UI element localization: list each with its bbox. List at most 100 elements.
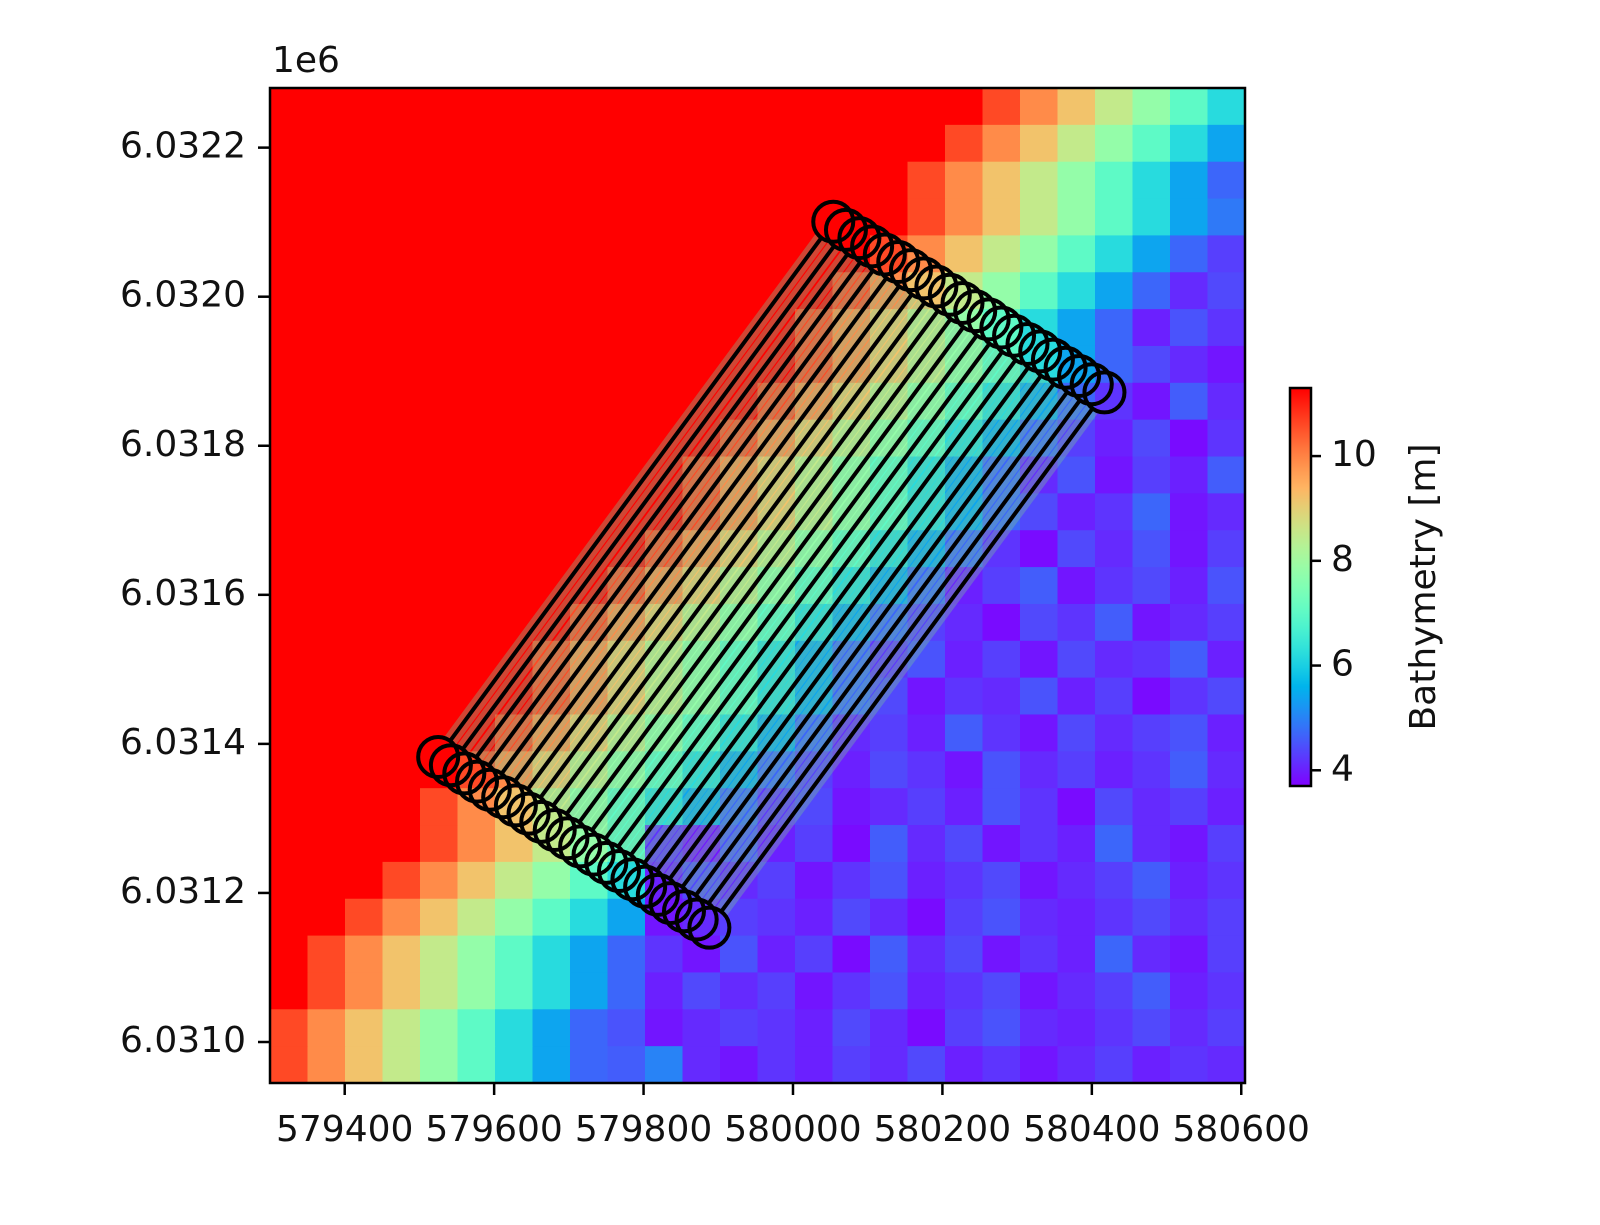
heat-cell: [457, 272, 496, 310]
heat-cell: [532, 1009, 571, 1047]
heat-cell: [945, 935, 984, 974]
heat-cell: [1020, 272, 1059, 310]
heat-cell: [382, 825, 421, 863]
heat-cell: [1207, 124, 1246, 163]
turn-loop: [823, 207, 868, 252]
heat-cell: [870, 898, 909, 937]
heat-cell: [270, 419, 309, 458]
survey-line: [590, 326, 965, 832]
heat-cell: [1132, 751, 1171, 789]
heat-cell: [307, 640, 346, 679]
turn-loop: [584, 840, 629, 885]
heat-cell: [720, 309, 759, 347]
heat-cell: [945, 603, 984, 642]
heat-cell: [1095, 714, 1134, 752]
heat-cell: [1207, 88, 1246, 126]
heat-cell: [382, 272, 421, 310]
heat-cell: [832, 861, 871, 900]
y-offset-label: 1e6: [272, 40, 340, 81]
heat-cell: [907, 825, 946, 863]
heat-cell: [420, 677, 459, 716]
turn-loop: [687, 905, 732, 950]
turn-loop: [596, 849, 641, 894]
heat-cell: [607, 1046, 646, 1084]
heat-cell: [682, 309, 721, 347]
heat-cell: [345, 640, 384, 679]
heat-cell: [1057, 161, 1096, 200]
heat-cell: [982, 972, 1021, 1010]
heat-cell: [982, 751, 1021, 789]
turn-loop: [610, 857, 655, 902]
turn-loop: [455, 759, 500, 804]
heat-cell: [870, 825, 909, 863]
heat-cell: [870, 1046, 909, 1084]
heat-cell: [345, 419, 384, 458]
heat-cell: [270, 567, 309, 605]
heat-cell: [757, 198, 796, 237]
heat-cell: [270, 235, 309, 273]
turn-loop: [1069, 362, 1114, 407]
heat-cell: [1207, 530, 1246, 568]
heat-cell: [307, 124, 346, 163]
heat-cell: [832, 1046, 871, 1084]
heat-cell: [757, 235, 796, 273]
heat-cell: [1207, 345, 1246, 384]
heat-cell: [645, 198, 684, 237]
heat-cell: [832, 935, 871, 974]
heat-cell: [457, 567, 496, 605]
heat-cell: [382, 1009, 421, 1047]
heat-cell: [682, 198, 721, 237]
heat-cell: [345, 1009, 384, 1047]
x-tick-label: 579400: [276, 1109, 413, 1150]
heat-cell: [870, 88, 909, 126]
heat-cell: [832, 1009, 871, 1047]
heat-cell: [1057, 456, 1096, 494]
heat-cell: [1132, 161, 1171, 200]
heat-cell: [1170, 88, 1209, 126]
heat-cell: [457, 419, 496, 458]
heat-cell: [1057, 677, 1096, 716]
heat-cell: [607, 309, 646, 347]
turn-loop: [506, 791, 551, 836]
heat-cell: [1132, 198, 1171, 237]
heat-cell: [457, 677, 496, 716]
heat-cell: [982, 825, 1021, 863]
heat-cell: [1207, 788, 1246, 826]
heat-cell: [532, 530, 571, 568]
heat-cell: [1207, 198, 1246, 237]
heat-cell: [1207, 603, 1246, 642]
heat-cell: [420, 382, 459, 421]
heat-cell: [1132, 530, 1171, 568]
heat-cell: [270, 788, 309, 826]
heat-cell: [682, 161, 721, 200]
heat-cell: [307, 235, 346, 273]
heat-cell: [945, 788, 984, 826]
heat-cell: [570, 935, 609, 974]
heat-cell: [382, 419, 421, 458]
heat-cell: [1020, 935, 1059, 974]
heat-cell: [682, 124, 721, 163]
heat-cell: [645, 235, 684, 273]
heat-cell: [382, 382, 421, 421]
turn-loop: [966, 297, 1011, 342]
heat-cell: [1057, 272, 1096, 310]
turn-loop: [519, 799, 564, 844]
heat-cell: [270, 1009, 309, 1047]
heat-cell: [270, 530, 309, 568]
heat-cell: [832, 124, 871, 163]
heat-cell: [270, 88, 309, 126]
heat-cell: [870, 1009, 909, 1047]
heat-cell: [382, 309, 421, 347]
heat-cell: [1170, 861, 1209, 900]
turn-loop: [1018, 329, 1063, 374]
heat-cell: [1170, 530, 1209, 568]
y-tick-label: 6.0310: [120, 1020, 246, 1061]
heat-cell: [1170, 235, 1209, 273]
heat-cell: [870, 861, 909, 900]
heat-cell: [682, 1009, 721, 1047]
heat-cell: [382, 88, 421, 126]
heat-cell: [982, 714, 1021, 752]
heat-cell: [1170, 1046, 1209, 1084]
heat-cell: [457, 198, 496, 237]
heat-cell: [420, 493, 459, 531]
